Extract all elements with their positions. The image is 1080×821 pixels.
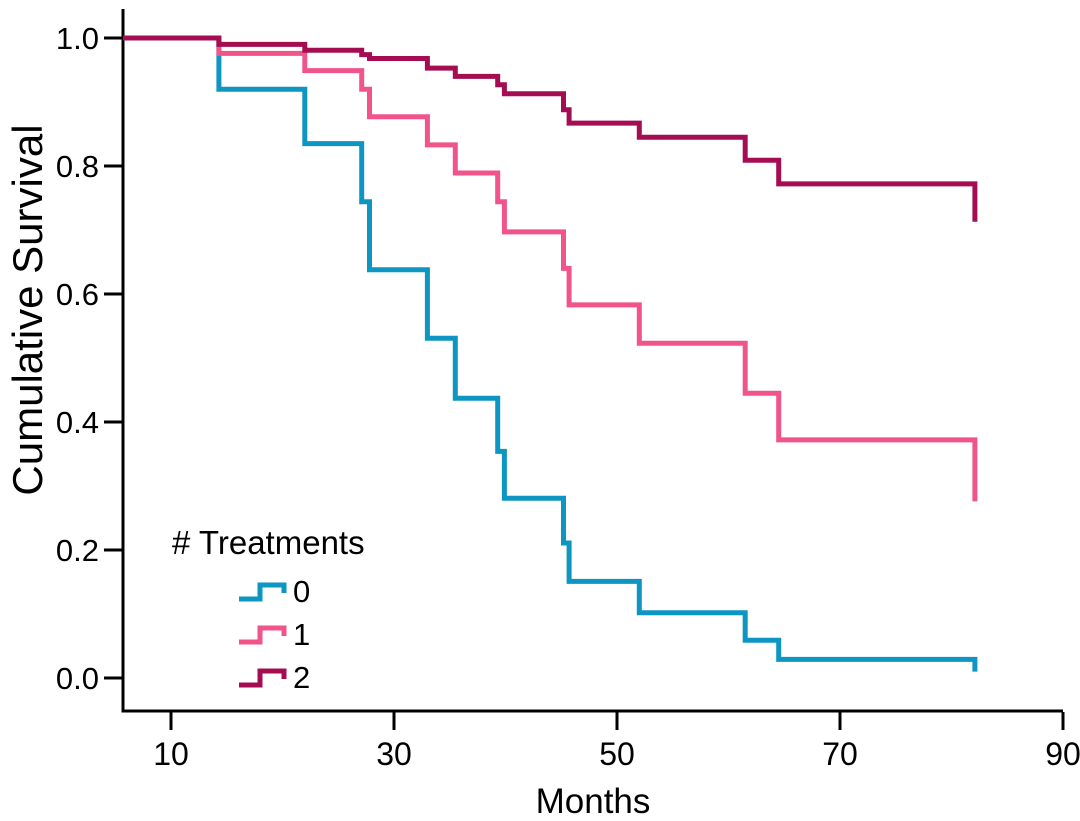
legend-item-0: 0 <box>237 570 310 613</box>
legend-title: # Treatments <box>172 524 365 561</box>
x-tick-label: 90 <box>1045 736 1080 772</box>
y-tick-label: 1.0 <box>56 21 99 56</box>
x-axis-label: Months <box>535 782 651 821</box>
y-tick-label: 0.4 <box>56 405 99 440</box>
legend-label-2: 2 <box>293 659 311 695</box>
step-line-symbol-1 <box>239 625 287 644</box>
legend-item-1: 1 <box>237 613 310 656</box>
survival-curve-1 <box>123 35 978 502</box>
survival-curve-0 <box>123 35 978 672</box>
x-tick-label: 30 <box>376 736 412 772</box>
y-tick-label: 0.2 <box>56 533 99 568</box>
y-tick-label: 0.0 <box>56 661 99 696</box>
x-tick-label: 50 <box>599 736 635 772</box>
legend-item-2: 2 <box>237 656 310 699</box>
y-axis-label: Cumulative Survival <box>4 124 51 496</box>
legend-label-1: 1 <box>293 616 311 652</box>
y-tick-label: 0.6 <box>56 277 99 312</box>
survival-curve-2 <box>123 35 978 222</box>
step-line-symbol-2 <box>239 668 287 687</box>
y-tick-label: 0.8 <box>56 149 99 184</box>
x-tick-label: 70 <box>822 736 858 772</box>
legend-label-0: 0 <box>293 573 311 609</box>
legend-items: 0 1 2 <box>237 570 310 699</box>
x-tick-label: 10 <box>153 736 189 772</box>
step-line-symbol-0 <box>239 582 287 601</box>
